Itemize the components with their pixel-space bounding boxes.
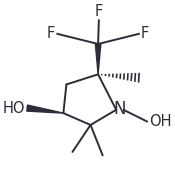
Polygon shape xyxy=(27,105,63,113)
Text: F: F xyxy=(141,26,149,41)
Text: N: N xyxy=(114,100,126,118)
Text: F: F xyxy=(47,26,55,41)
Polygon shape xyxy=(95,44,101,74)
Text: OH: OH xyxy=(149,114,172,129)
Text: F: F xyxy=(95,4,103,19)
Text: HO: HO xyxy=(2,101,25,116)
